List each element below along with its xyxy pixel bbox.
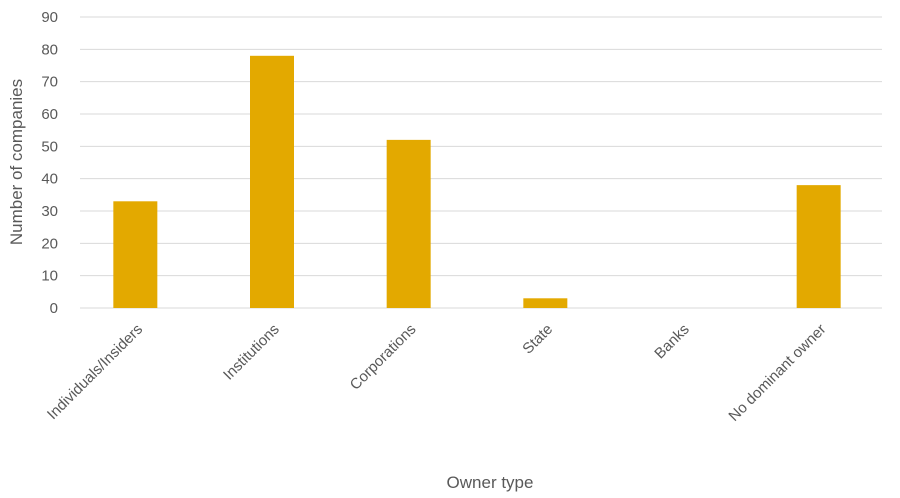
y-tick-label: 50 <box>41 138 58 155</box>
bar <box>386 139 431 308</box>
x-axis-title: Owner type <box>447 473 534 492</box>
bars <box>113 55 841 308</box>
bar <box>113 201 158 308</box>
y-tick-label: 80 <box>41 41 58 58</box>
y-tick-label: 60 <box>41 106 58 123</box>
x-tick-label: Individuals/Insiders <box>44 321 146 423</box>
y-tick-label: 40 <box>41 171 58 188</box>
y-axis-title: Number of companies <box>7 79 26 245</box>
bar <box>796 185 841 308</box>
x-tick-label: State <box>519 321 556 358</box>
y-tick-label: 10 <box>41 268 58 285</box>
y-tick-label: 20 <box>41 235 58 252</box>
y-tick-label: 70 <box>41 74 58 91</box>
y-tick-labels: 0 10 20 30 40 50 60 70 80 90 <box>41 9 58 317</box>
y-tick-label: 30 <box>41 203 58 220</box>
x-tick-label: Corporations <box>347 321 420 394</box>
bar <box>523 298 568 308</box>
x-tick-labels: Individuals/Insiders Institutions Corporat… <box>44 321 830 425</box>
y-tick-label: 90 <box>41 9 58 26</box>
bar <box>250 55 294 308</box>
x-tick-label: Institutions <box>220 321 283 384</box>
x-tick-label: No dominant owner <box>725 321 829 425</box>
x-tick-label: Banks <box>651 321 693 363</box>
gridlines <box>80 16 882 309</box>
y-tick-label: 0 <box>50 300 58 317</box>
